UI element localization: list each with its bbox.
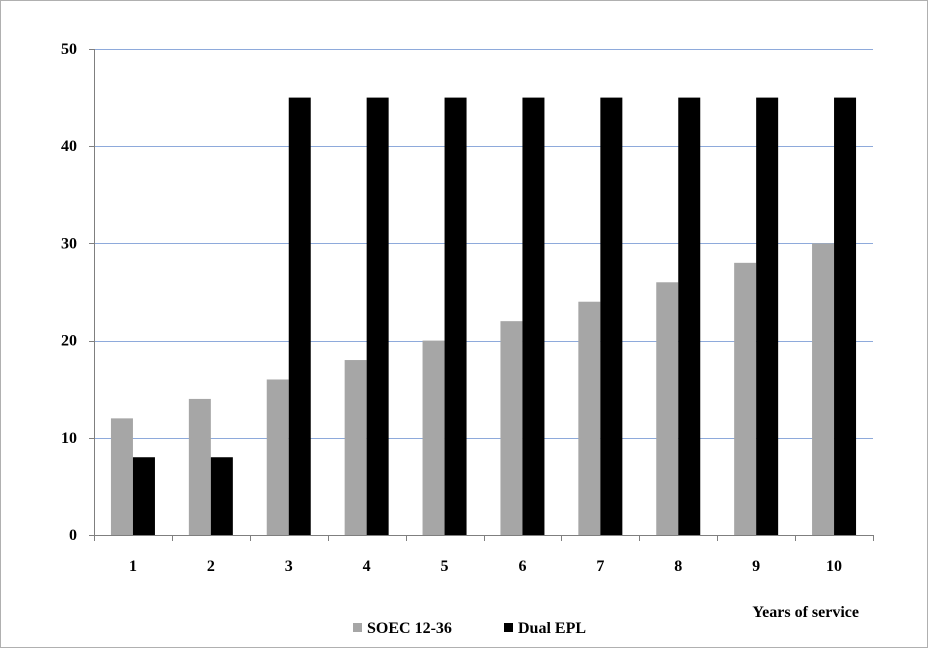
bar-soec — [656, 282, 679, 535]
x-tick-labels: 1 2 3 4 5 6 7 8 9 10 — [129, 558, 842, 575]
legend-label: SOEC 12-36 — [367, 620, 452, 637]
bar-dual-epl — [678, 97, 701, 535]
legend-label: Dual EPL — [518, 620, 586, 637]
bar-soec — [734, 262, 757, 535]
bar-soec — [812, 243, 835, 535]
bar-soec — [578, 301, 601, 535]
x-tick-label: 7 — [596, 558, 604, 575]
bar-soec — [266, 379, 289, 535]
bar-dual-epl — [756, 97, 779, 535]
bar-soec — [110, 418, 133, 535]
x-tick-label: 5 — [441, 558, 449, 575]
y-tick-label: 50 — [61, 41, 77, 58]
y-tick-label: 20 — [61, 333, 77, 350]
legend: SOEC 12-36 Dual EPL — [353, 620, 586, 637]
bar-dual-epl — [210, 457, 233, 535]
bar-soec — [344, 360, 367, 535]
bar-dual-epl — [366, 97, 389, 535]
bar-soec — [422, 340, 445, 535]
y-tick-label: 30 — [61, 235, 77, 252]
y-tick-label: 40 — [61, 138, 77, 155]
x-tick-label: 9 — [752, 558, 760, 575]
bar-dual-epl — [522, 97, 545, 535]
bar-dual-epl — [600, 97, 623, 535]
bar-soec — [500, 321, 523, 535]
x-tick-label: 8 — [674, 558, 682, 575]
legend-swatch — [504, 623, 513, 632]
bar-dual-epl — [834, 97, 857, 535]
bar-soec — [188, 398, 211, 535]
x-tick-label: 1 — [129, 558, 137, 575]
y-tick-label: 0 — [69, 527, 77, 544]
x-tick-label: 4 — [363, 558, 371, 575]
bar-dual-epl — [288, 97, 311, 535]
x-tick-label: 2 — [207, 558, 215, 575]
y-tick-label: 10 — [61, 430, 77, 447]
axes — [89, 49, 874, 541]
x-tick-label: 10 — [826, 558, 842, 575]
y-tick-labels: 0 10 20 30 40 50 — [61, 41, 77, 544]
bar-dual-epl — [444, 97, 467, 535]
bar-dual-epl — [132, 457, 155, 535]
x-tick-label: 6 — [518, 558, 526, 575]
x-tick-label: 3 — [285, 558, 293, 575]
bars — [110, 97, 857, 535]
legend-swatch — [353, 623, 362, 632]
x-axis-title: Years of service — [752, 604, 859, 621]
